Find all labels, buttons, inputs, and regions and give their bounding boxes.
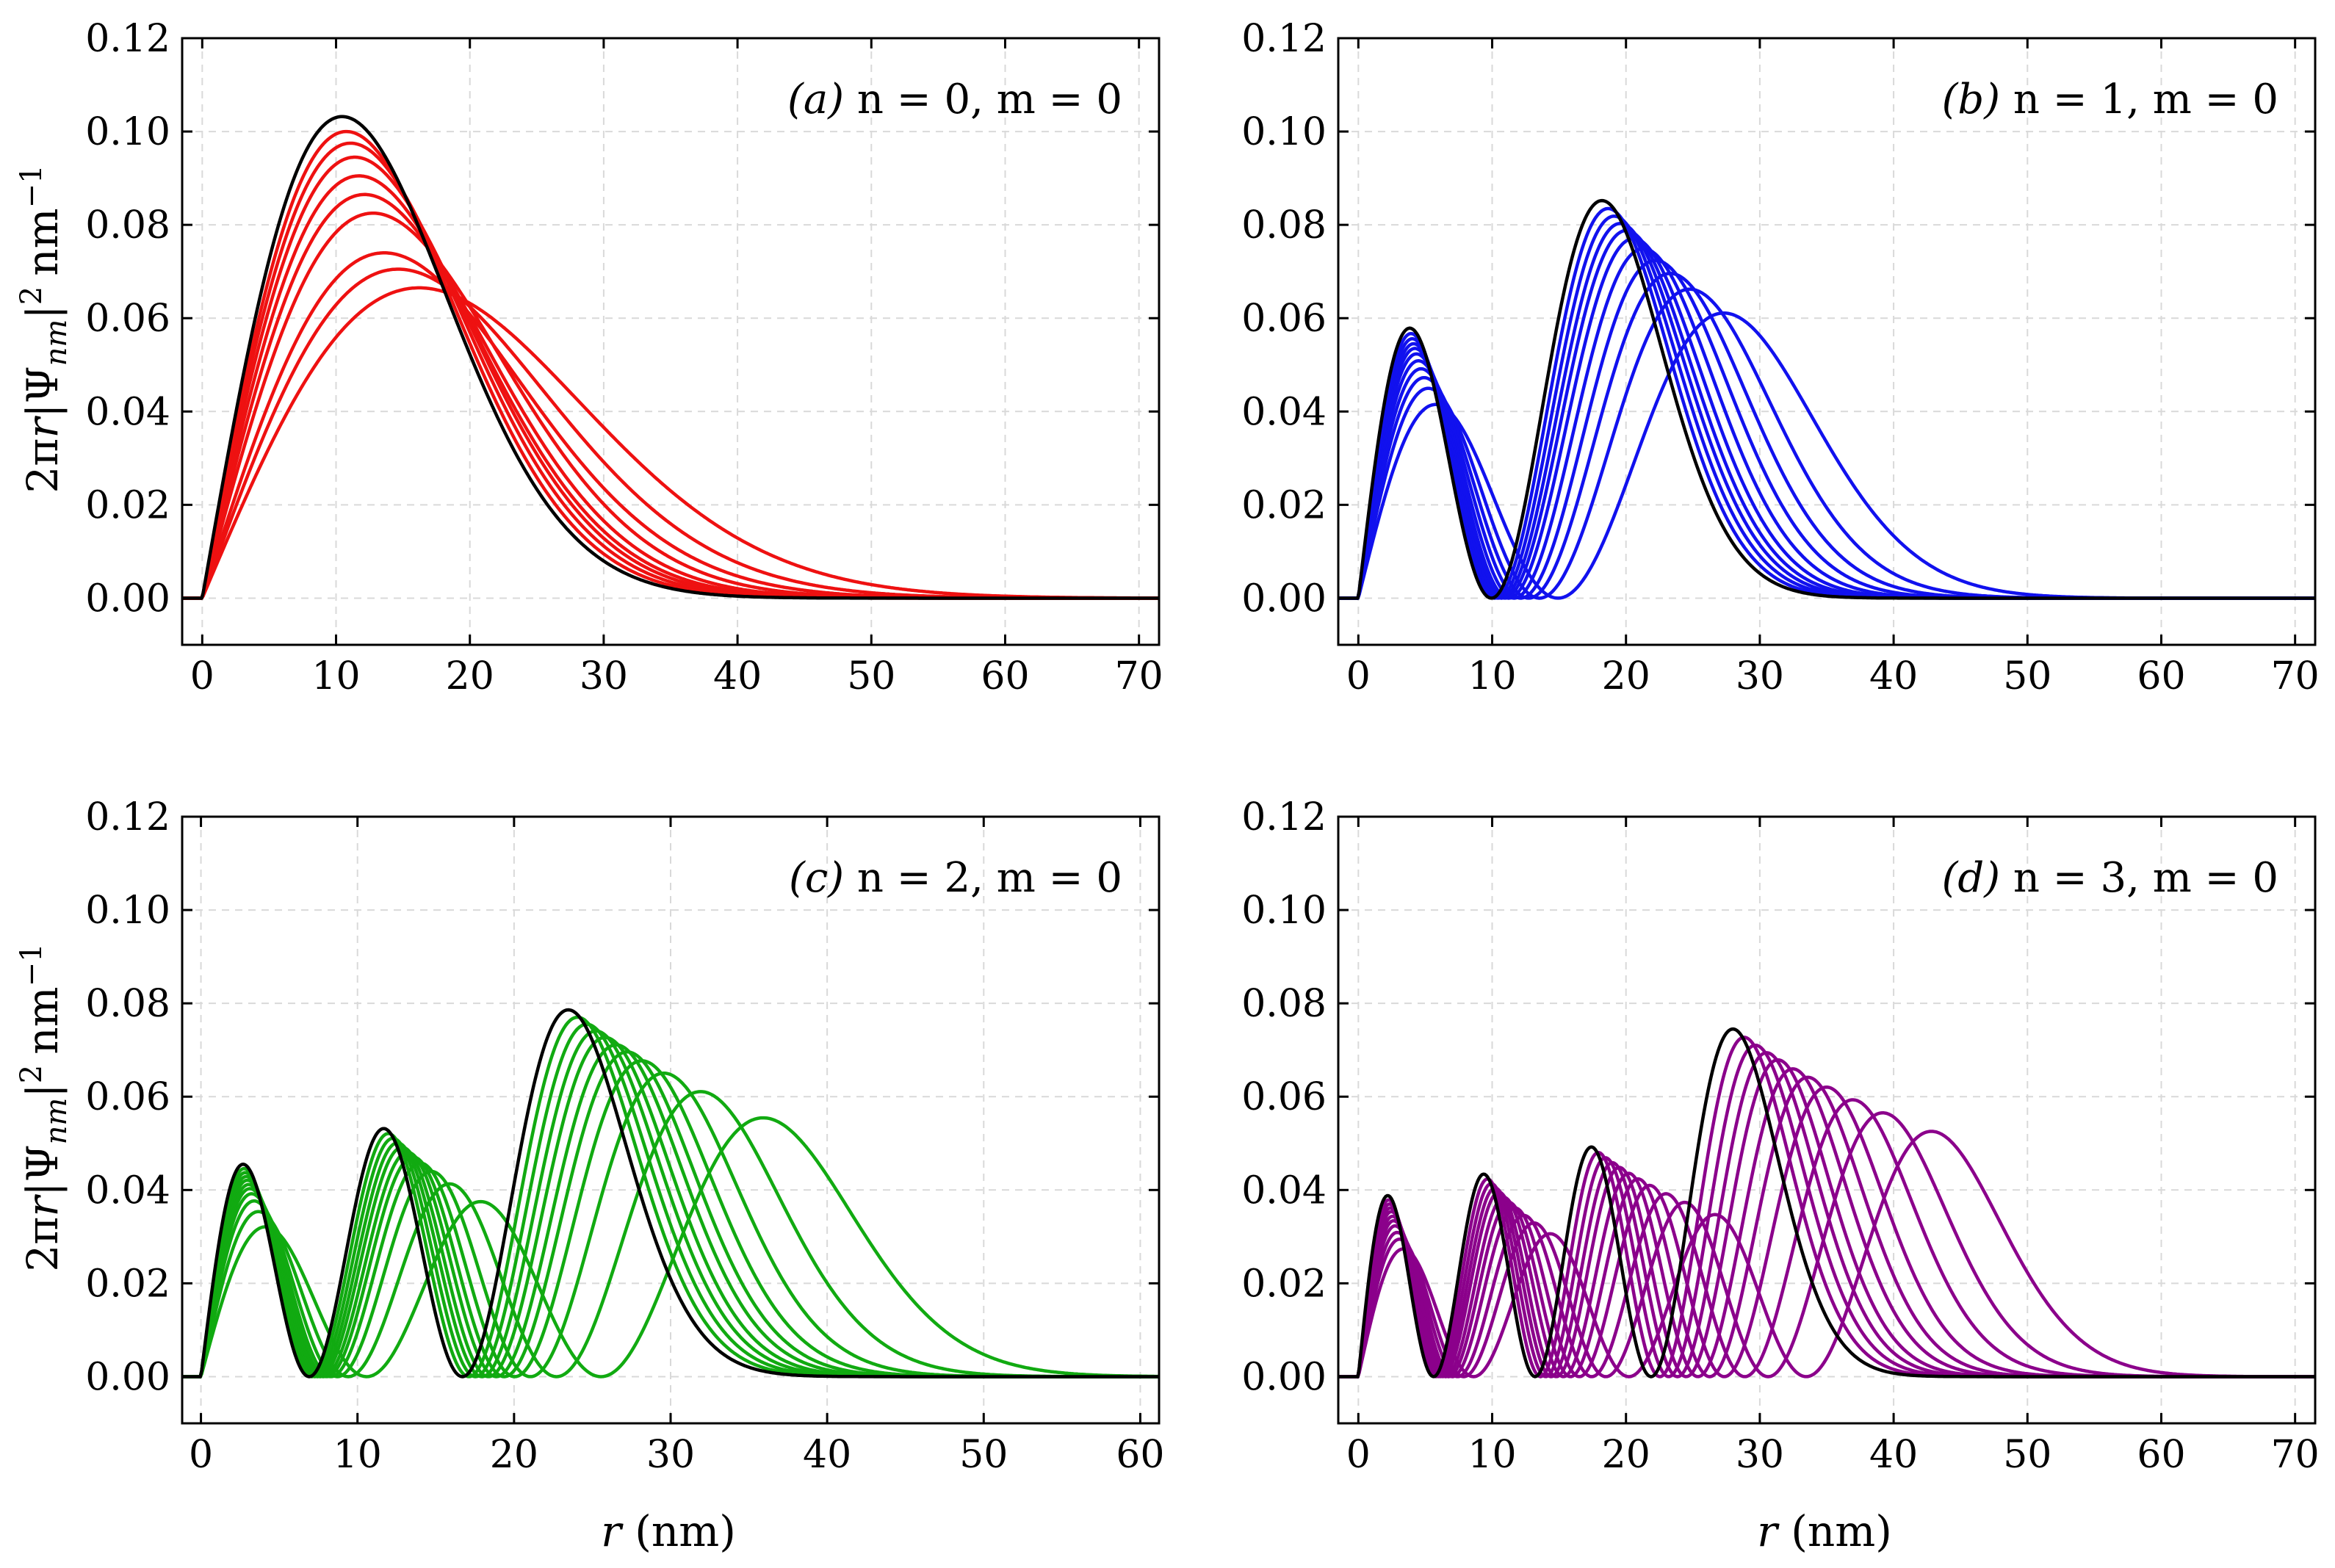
y-tick-label: 0.08 bbox=[85, 203, 170, 248]
x-tick-label: 30 bbox=[1736, 1433, 1784, 1477]
x-tick-label: 50 bbox=[2003, 654, 2051, 698]
x-tick-label: 20 bbox=[446, 654, 494, 698]
grid-d bbox=[1338, 816, 2315, 1423]
panel-label-a: (a) n = 0, m = 0 bbox=[787, 76, 1122, 123]
panel-a: 0 10 20 30 40 50 60 70 0.00 0.02 0.04 0.06 0.08 0.10 0… bbox=[85, 17, 1163, 698]
y-tick-label: 0.04 bbox=[85, 390, 170, 434]
x-tick-label: 40 bbox=[1869, 654, 1918, 698]
x-tick-label: 40 bbox=[803, 1433, 851, 1477]
x-tick-label: 50 bbox=[2003, 1433, 2051, 1477]
x-tick-label: 70 bbox=[1115, 654, 1163, 698]
family-curve-3 bbox=[182, 155, 1159, 600]
x-tick-label: 50 bbox=[847, 654, 895, 698]
reference-curve bbox=[1338, 198, 2315, 600]
x-tick-label: 70 bbox=[2271, 654, 2320, 698]
plot-frame-a bbox=[181, 37, 1161, 646]
family-curve-9 bbox=[182, 286, 1159, 600]
y-tick-label: 0.08 bbox=[85, 982, 170, 1026]
x-tick-label: 30 bbox=[1736, 654, 1784, 698]
reference-curve bbox=[1338, 1027, 2315, 1379]
y-tick-label: 0.02 bbox=[1241, 1262, 1327, 1306]
panel-d: 0 10 20 30 40 50 60 70 0.00 0.02 0.04 0.06 0.08 0.10 0… bbox=[1241, 795, 2320, 1477]
family-curve-5 bbox=[1338, 236, 2315, 600]
family-curve-1 bbox=[182, 129, 1159, 600]
x-tick-label: 10 bbox=[311, 654, 360, 698]
family-curve-10 bbox=[1338, 1130, 2315, 1379]
y-tick-label: 0.00 bbox=[85, 1355, 170, 1399]
curves-b bbox=[1338, 198, 2315, 600]
y-tick-label: 0.02 bbox=[85, 483, 170, 527]
svg-text:2πr|Ψnm|2nm−1: 2πr|Ψnm|2nm−1 bbox=[15, 165, 73, 493]
y-tick-label: 0.04 bbox=[1241, 390, 1327, 434]
panel-label-d: (d) n = 3, m = 0 bbox=[1942, 854, 2278, 902]
panel-b: 0 10 20 30 40 50 60 70 0.00 0.02 0.04 0.06 0.08 0.10 0… bbox=[1241, 17, 2320, 698]
family-curve-2 bbox=[182, 141, 1159, 600]
x-tick-label: 20 bbox=[1602, 654, 1650, 698]
plot-frame-b bbox=[1337, 37, 2317, 646]
panel-label-c: (c) n = 2, m = 0 bbox=[789, 854, 1122, 902]
ylabel-bottom: 2πr|Ψnm|2nm−1 bbox=[15, 943, 73, 1271]
x-tick-label: 0 bbox=[1346, 654, 1371, 698]
y-tick-label: 0.10 bbox=[85, 889, 170, 933]
x-tick-label: 70 bbox=[2271, 1433, 2320, 1477]
family-curve-7 bbox=[182, 251, 1159, 600]
y-tick-label: 0.00 bbox=[1241, 577, 1327, 621]
y-tick-label: 0.10 bbox=[1241, 110, 1327, 154]
x-tick-label: 0 bbox=[1346, 1433, 1371, 1477]
panel-c: 0 10 20 30 40 50 60 0.00 0.02 0.04 0.06 0.08 0.10 0.1… bbox=[85, 795, 1164, 1477]
x-tick-label: 30 bbox=[580, 654, 628, 698]
x-tick-label: 0 bbox=[189, 1433, 213, 1477]
y-tick-label: 0.06 bbox=[85, 1075, 170, 1119]
y-tick-label: 0.10 bbox=[1241, 889, 1327, 933]
curves-a bbox=[182, 115, 1159, 600]
y-tick-label: 0.06 bbox=[85, 297, 170, 341]
y-tick-label: 0.04 bbox=[85, 1168, 170, 1213]
y-tick-label: 0.12 bbox=[85, 795, 170, 839]
y-tick-label: 0.12 bbox=[85, 17, 170, 61]
x-tick-label: 0 bbox=[190, 654, 214, 698]
family-curve-5 bbox=[182, 192, 1159, 600]
ylabel-top: 2πr|Ψnm|2nm−1 bbox=[15, 165, 73, 493]
family-curve-4 bbox=[1338, 1058, 2315, 1379]
family-curve-6 bbox=[182, 212, 1159, 600]
xlabel-right: r (nm) bbox=[1757, 1506, 1892, 1556]
x-tick-label: 10 bbox=[1468, 654, 1516, 698]
y-tick-label: 0.08 bbox=[1241, 982, 1327, 1026]
y-tick-label: 0.12 bbox=[1241, 795, 1327, 839]
x-tick-label: 60 bbox=[2137, 654, 2185, 698]
y-tick-label: 0.00 bbox=[1241, 1355, 1327, 1399]
x-tick-label: 30 bbox=[646, 1433, 695, 1477]
y-tick-label: 0.02 bbox=[85, 1262, 170, 1306]
plot-frame-d bbox=[1337, 815, 2317, 1425]
reference-curve bbox=[182, 115, 1159, 600]
x-tick-label: 10 bbox=[1468, 1433, 1516, 1477]
x-tick-label: 60 bbox=[981, 654, 1029, 698]
x-tick-label: 20 bbox=[490, 1433, 538, 1477]
x-tick-label: 40 bbox=[713, 654, 762, 698]
y-tick-label: 0.04 bbox=[1241, 1168, 1327, 1213]
panel-label-b: (b) n = 1, m = 0 bbox=[1942, 76, 2278, 123]
svg-text:2πr|Ψnm|2nm−1: 2πr|Ψnm|2nm−1 bbox=[15, 943, 73, 1271]
family-curve-6 bbox=[1338, 247, 2315, 600]
curves-c bbox=[182, 1008, 1159, 1379]
y-tick-label: 0.06 bbox=[1241, 1075, 1327, 1119]
y-tick-label: 0.06 bbox=[1241, 297, 1327, 341]
y-tick-label: 0.00 bbox=[85, 577, 170, 621]
x-tick-label: 40 bbox=[1869, 1433, 1918, 1477]
x-tick-label: 20 bbox=[1602, 1433, 1650, 1477]
grid-a bbox=[182, 37, 1159, 645]
y-tick-label: 0.12 bbox=[1241, 17, 1327, 61]
x-tick-label: 60 bbox=[2137, 1433, 2185, 1477]
x-tick-label: 50 bbox=[959, 1433, 1008, 1477]
x-tick-label: 10 bbox=[333, 1433, 382, 1477]
y-tick-label: 0.08 bbox=[1241, 203, 1327, 248]
y-tick-label: 0.10 bbox=[85, 110, 170, 154]
curves-d bbox=[1338, 1027, 2315, 1379]
xlabel-left: r (nm) bbox=[601, 1506, 736, 1556]
y-tick-label: 0.02 bbox=[1241, 483, 1327, 527]
x-tick-label: 60 bbox=[1116, 1433, 1164, 1477]
reference-curve bbox=[182, 1008, 1159, 1379]
